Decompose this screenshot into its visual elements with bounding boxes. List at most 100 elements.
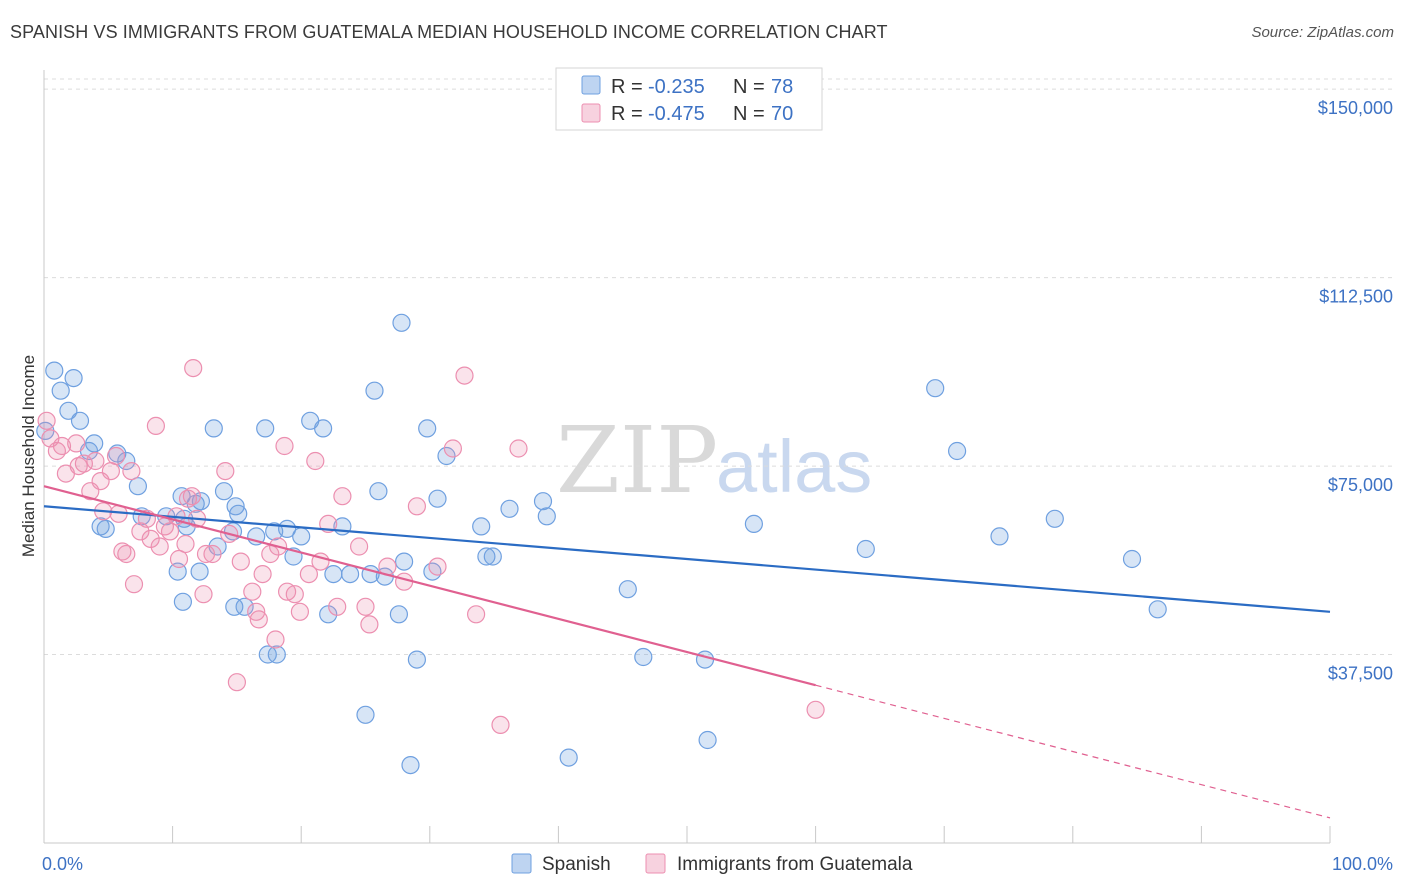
scatter-point [306, 451, 325, 471]
scatter-point [698, 730, 717, 750]
scatter-point [428, 489, 447, 508]
scatter-point [423, 562, 442, 581]
trend-lines [43, 485, 1331, 819]
scatter-point [122, 462, 141, 481]
bottom-legend-label-guatemala: Immigrants from Guatemala [677, 854, 913, 875]
scatter-point [106, 446, 126, 466]
scatter-point [328, 597, 347, 616]
legend: R = -0.235 N = 78 R = -0.475 N = 70 [555, 67, 823, 131]
bottom-legend-label-spanish: Spanish [542, 854, 611, 875]
scatter-point [533, 492, 553, 511]
legend-n-value-guatemala: 70 [771, 103, 793, 125]
scatter-point [559, 748, 578, 767]
scatter-point [455, 366, 474, 385]
scatter-point [216, 462, 235, 481]
scatter-point [369, 482, 388, 501]
scatter-point [437, 446, 456, 466]
trend-line-spanish [43, 505, 1331, 613]
scatter-point [856, 539, 875, 559]
scatter-point [74, 454, 94, 473]
scatter-point [51, 381, 70, 400]
legend-n-label-guatemala: N = [733, 103, 765, 125]
scatter-point [47, 441, 67, 461]
scatter-point [203, 544, 222, 564]
legend-r-label-spanish: R = [611, 76, 643, 98]
scatter-point [59, 401, 78, 420]
scatter-point [52, 436, 72, 456]
scatter-point [160, 522, 180, 541]
legend-n-label-spanish: N = [733, 76, 765, 98]
scatter-point [253, 564, 272, 584]
scatter-point [292, 527, 311, 546]
legend-r-label-guatemala: R = [611, 103, 643, 125]
scatter-point [214, 482, 234, 501]
scatter-point [266, 630, 285, 649]
scatter-point [86, 451, 105, 471]
scatter-point [634, 647, 653, 667]
scatter-point [314, 419, 333, 438]
scatter-point [324, 564, 343, 584]
scatter-point [70, 411, 90, 430]
scatter-point [235, 597, 254, 616]
scatter-point [278, 519, 297, 539]
scatter-point [990, 527, 1009, 546]
scatter-point [67, 434, 86, 453]
scatter-point [472, 517, 491, 536]
y-tick-label: $150,000 [1318, 98, 1393, 118]
watermark-zip: ZIP [556, 407, 718, 514]
bottom-legend: Spanish Immigrants from Guatemala [511, 853, 913, 875]
scatter-point [37, 411, 56, 430]
scatter-point [169, 549, 189, 569]
scatter-point [407, 650, 426, 669]
scatter-point [356, 705, 375, 724]
axes [43, 70, 1331, 844]
scatter-point [227, 673, 246, 692]
scatter-point [477, 547, 496, 566]
scatter-point [182, 487, 201, 506]
scatter-point [290, 602, 309, 621]
scatter-point [443, 439, 462, 458]
scatter-point [45, 361, 64, 380]
watermark-atlas: atlas [716, 425, 872, 508]
scatter-point [176, 534, 195, 554]
scatter-point [146, 416, 165, 435]
scatter-point [285, 585, 304, 604]
trend-line-guatemala-extension [815, 684, 1331, 819]
scatter-point [695, 650, 715, 669]
legend-n-value-spanish: 78 [771, 76, 793, 98]
scatter-point [64, 369, 83, 388]
scatter-point [389, 605, 408, 624]
chart-title: SPANISH VS IMMIGRANTS FROM GUATEMALA MED… [10, 22, 888, 42]
scatter-point [91, 517, 110, 536]
scatter-point [1122, 549, 1142, 569]
scatter-point [395, 552, 414, 571]
legend-r-value-guatemala: -0.475 [648, 103, 705, 125]
bottom-legend-swatch-spanish [511, 853, 532, 874]
scatter-point [806, 700, 825, 719]
scatter-point [356, 597, 375, 616]
scatter-point [173, 592, 192, 611]
scatter-point [365, 381, 384, 400]
scatter-point [341, 564, 360, 584]
scatter-point [333, 487, 352, 506]
scatter-point [249, 610, 268, 629]
series-guatemala-points [37, 359, 825, 735]
scatter-point [500, 499, 519, 518]
scatter-point [124, 575, 144, 594]
scatter-point [401, 755, 420, 775]
scatter-point [360, 615, 379, 634]
scatter-point [299, 564, 318, 584]
x-tick-label-start: 0.0% [42, 854, 83, 874]
legend-swatch-guatemala [581, 103, 601, 123]
scatter-point [190, 562, 209, 581]
y-axis-label: Median Household Income [19, 355, 38, 557]
scatter-point [509, 439, 528, 458]
scatter-point [392, 313, 411, 332]
scatter-point [117, 544, 136, 564]
scatter-point [196, 544, 216, 564]
scatter-point [117, 451, 136, 471]
scatter-point [194, 585, 213, 604]
bottom-legend-swatch-guatemala [645, 853, 666, 874]
scatter-point [184, 359, 203, 378]
